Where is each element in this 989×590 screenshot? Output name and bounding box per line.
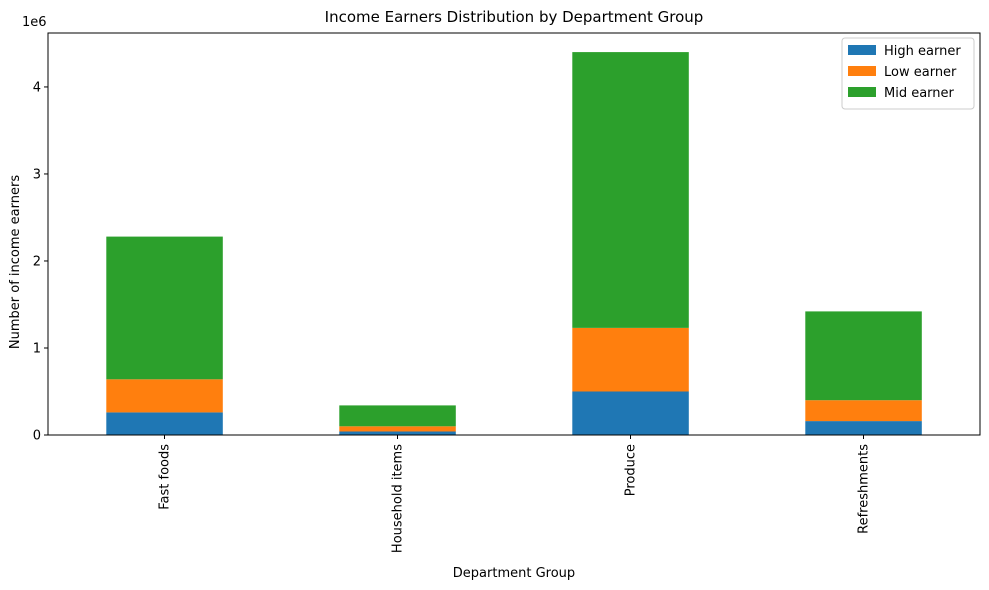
x-tick-label: Produce	[624, 444, 639, 496]
legend-entry-label: Mid earner	[884, 86, 955, 101]
bar-segment	[572, 328, 689, 392]
bar-segment	[805, 421, 922, 435]
bar-segment	[572, 391, 689, 435]
x-tick-label: Refreshments	[857, 444, 872, 534]
legend: High earner Low earner Mid earner	[841, 37, 975, 110]
x-tick-label: Household items	[391, 444, 406, 553]
y-tick-label: 2	[33, 254, 41, 269]
legend-swatch	[848, 45, 876, 55]
x-tick-label: Fast foods	[158, 444, 173, 510]
y-axis-label: Number of income earners	[8, 175, 23, 349]
y-tick-label: 1	[33, 341, 41, 356]
axes-frame	[47, 32, 981, 436]
bar-segment	[805, 311, 922, 401]
bar-segment	[106, 412, 223, 435]
bar-segment	[106, 236, 223, 380]
bar-segment	[339, 426, 456, 432]
legend-swatch	[848, 87, 876, 97]
legend-swatch	[848, 66, 876, 76]
bar-segment	[805, 400, 922, 422]
chart-title: Income Earners Distribution by Departmen…	[325, 8, 704, 26]
bar-segment	[339, 431, 456, 435]
legend-entry-label: High earner	[884, 44, 961, 59]
x-axis-label: Department Group	[453, 566, 575, 581]
y-scale-label: 1e6	[22, 15, 47, 30]
y-tick-label: 4	[33, 80, 41, 95]
plot-area: Fast foods Household items Produce Refreshm…	[33, 32, 981, 553]
y-tick-label: 3	[33, 167, 41, 182]
legend-entry-label: Low earner	[884, 65, 957, 80]
bar-segment	[106, 379, 223, 413]
y-tick-label: 0	[33, 429, 41, 444]
bar-segment	[572, 52, 689, 328]
bar-segment	[339, 405, 456, 427]
